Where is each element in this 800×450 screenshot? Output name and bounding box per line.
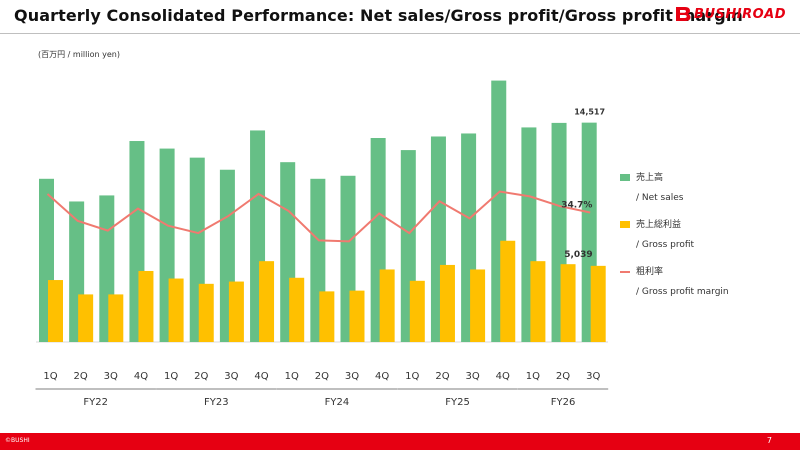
x-tick-label: 1Q — [526, 371, 540, 382]
group-label: FY23 — [204, 397, 229, 408]
legend-net-sales: 売上高 / Net sales — [620, 170, 683, 203]
legend-jp-margin: 粗利率 — [636, 267, 664, 277]
page-title: Quarterly Consolidated Performance: Net … — [14, 6, 743, 25]
x-tick-label: 3Q — [465, 371, 479, 382]
legend-gross-profit: 売上総利益 / Gross profit — [620, 217, 694, 250]
legend-en-net-sales: / Net sales — [636, 193, 684, 203]
x-tick-label: 4Q — [496, 371, 510, 382]
gross-profit-bar — [259, 261, 275, 342]
copyright: ©BUSHI — [5, 437, 30, 444]
x-tick-label: 4Q — [375, 371, 389, 382]
legend-swatch-net-sales — [620, 174, 630, 181]
unit-label: (百万円 / million yen) — [38, 50, 120, 59]
x-tick-label: 3Q — [586, 371, 600, 382]
x-tick-label: 2Q — [74, 371, 88, 382]
gross-profit-bar — [198, 283, 214, 342]
x-tick-label: 3Q — [104, 371, 118, 382]
gross-profit-bar — [409, 280, 425, 342]
x-tick-label: 2Q — [435, 371, 449, 382]
x-tick-label: 1Q — [164, 371, 178, 382]
legend-en-gross-profit: / Gross profit — [636, 240, 695, 250]
gross-profit-bar — [500, 240, 516, 342]
footer-bar: ©BUSHI 7 — [0, 433, 800, 450]
gross-profit-bar — [138, 270, 154, 342]
x-tick-label: 2Q — [194, 371, 208, 382]
gross-profit-bar — [108, 294, 124, 342]
x-tick-label: 1Q — [405, 371, 419, 382]
legend-en-margin: / Gross profit margin — [636, 287, 729, 297]
brand-mark-icon — [676, 7, 691, 21]
gross-profit-bar — [470, 269, 486, 342]
gross-profit-bar — [289, 277, 305, 342]
data-label-net-sales: 14,517 — [574, 108, 605, 117]
x-tick-label: 1Q — [43, 371, 57, 382]
title-divider — [0, 33, 800, 34]
gross-profit-bar — [439, 264, 455, 342]
gross-profit-bar — [168, 278, 184, 342]
x-tick-label: 3Q — [224, 371, 238, 382]
data-label-margin: 34.7% — [561, 201, 592, 211]
legend-swatch-gross-profit — [620, 221, 630, 228]
x-tick-label: 2Q — [315, 371, 329, 382]
gross-profit-bar — [349, 290, 365, 342]
page-number: 7 — [766, 436, 772, 445]
legend-jp-net-sales: 売上高 — [636, 173, 664, 183]
data-label-gross-profit: 5,039 — [564, 250, 592, 260]
x-tick-label: 1Q — [285, 371, 299, 382]
group-label: FY26 — [551, 397, 576, 408]
group-label: FY22 — [83, 397, 108, 408]
gross-profit-bar — [78, 294, 94, 342]
legend-swatch-margin — [620, 270, 630, 273]
gross-profit-bar — [560, 264, 576, 342]
gross-profit-bar — [319, 291, 335, 342]
gross-profit-bar — [228, 281, 244, 342]
group-label: FY24 — [325, 397, 350, 408]
group-label: FY25 — [445, 397, 470, 408]
x-tick-label: 4Q — [254, 371, 268, 382]
legend-margin: 粗利率 / Gross profit margin — [620, 264, 729, 297]
gross-profit-bar — [530, 261, 546, 342]
margin-line — [46, 190, 591, 243]
legend-jp-gross-profit: 売上総利益 — [636, 220, 682, 230]
gross-profit-bar — [379, 269, 395, 342]
x-tick-label: 4Q — [134, 371, 148, 382]
gross-profit-bar — [48, 280, 63, 342]
brand-logo: BUSHIROAD — [674, 5, 786, 23]
brand-name: BUSHIROAD — [694, 6, 786, 22]
x-tick-label: 3Q — [345, 371, 359, 382]
gross-profit-bar — [590, 265, 606, 342]
x-tick-label: 2Q — [556, 371, 570, 382]
